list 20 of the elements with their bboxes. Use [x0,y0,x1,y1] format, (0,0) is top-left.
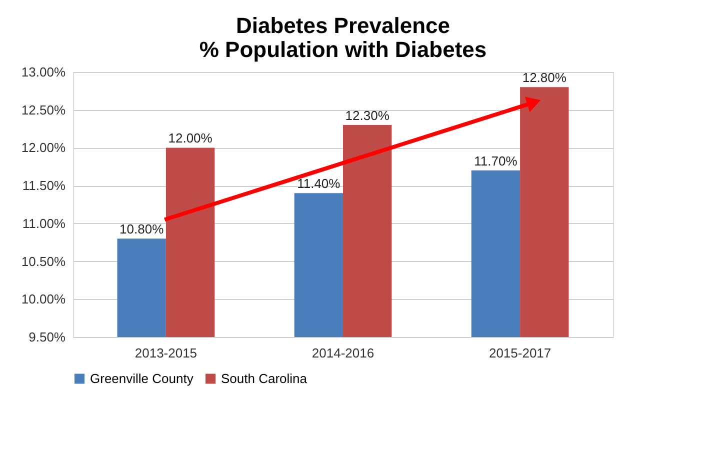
y-tick-label: 10.50% [21,254,66,269]
x-tick-label: 2014-2016 [312,346,374,360]
chart-title: Diabetes Prevalence % Population with Diabetes [199,13,487,62]
y-tick-label: 10.00% [21,292,66,307]
data-label: 12.30% [345,108,390,123]
x-tick-label: 2013-2015 [134,346,198,360]
data-label: 11.40% [297,176,341,192]
data-label: 12.00% [168,130,213,146]
y-tick-label: 11.00% [22,216,66,231]
y-tick-label: 12.00% [21,140,66,156]
y-tick-label: 12.50% [21,102,66,118]
x-tick-label: 2015-2017 [488,346,552,360]
data-label: 12.80% [522,70,567,86]
data-label: 11.70% [474,153,518,168]
legend-label: Greenville County [90,370,194,386]
y-tick-label: 13.00% [21,64,66,80]
data-label: 10.80% [120,222,164,237]
y-tick-label: 9.50% [28,330,66,344]
legend-label: South Carolina [221,370,308,386]
y-tick-label: 11.50% [22,178,66,194]
